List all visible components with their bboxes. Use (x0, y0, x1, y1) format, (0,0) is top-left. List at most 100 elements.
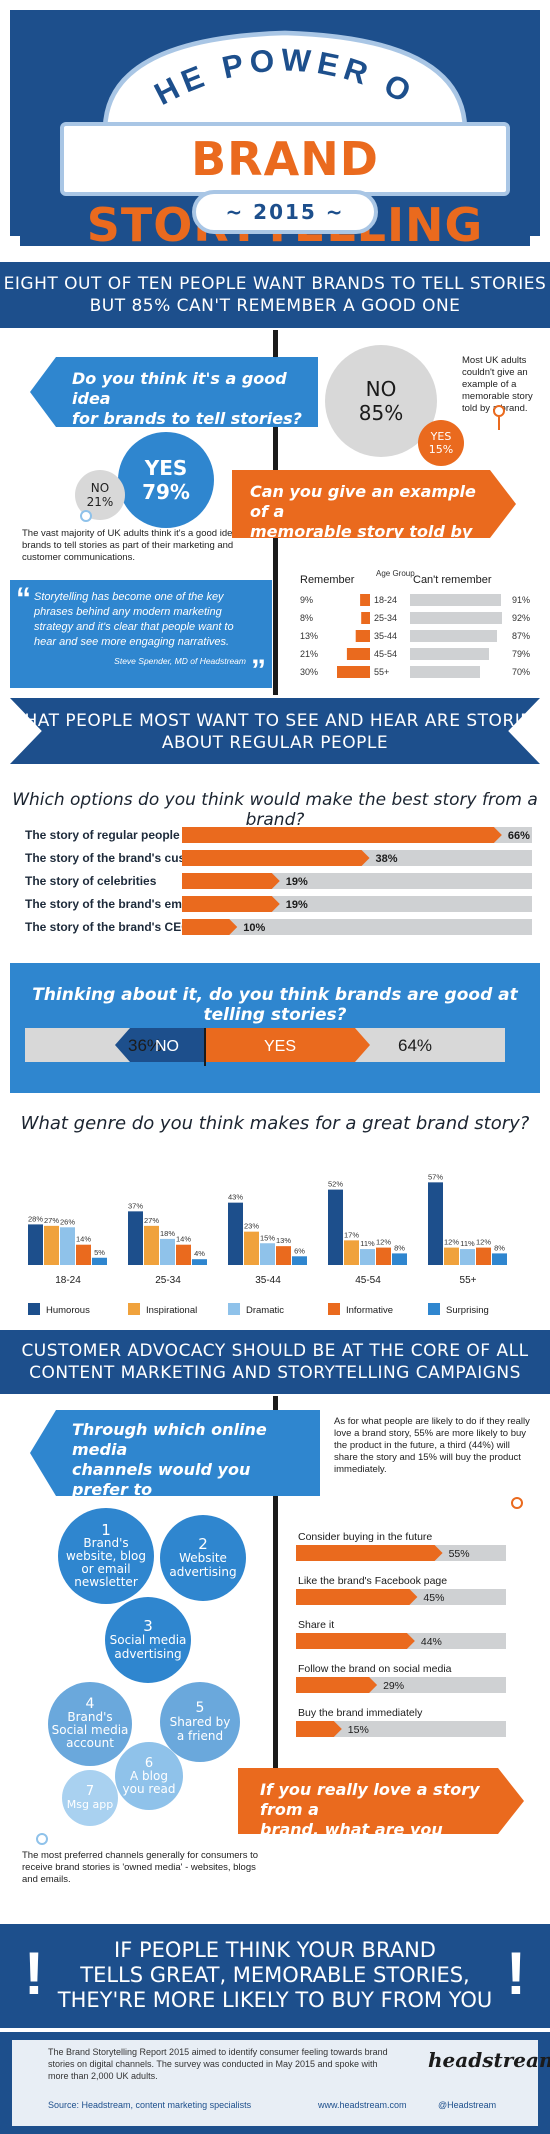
remember-bar (346, 648, 370, 660)
love-value: 44% (421, 1636, 442, 1648)
yes-no-chart: 36%NO YES 64% (25, 1028, 505, 1066)
genre-age-label: 55+ (460, 1275, 477, 1286)
options-title: Which options do you think would make th… (12, 790, 538, 830)
age-label: 35-44 (374, 631, 397, 641)
option-bar (182, 873, 280, 889)
legend-swatch (128, 1303, 140, 1315)
genre-bar (328, 1189, 343, 1265)
remember-value: 21% (300, 649, 318, 659)
cant-remember-bar (410, 666, 480, 678)
legend-label: Humorous (46, 1305, 90, 1316)
genre-bar (160, 1238, 175, 1265)
genre-bar (244, 1231, 259, 1265)
genre-value: 8% (494, 1243, 505, 1252)
genre-bar (128, 1211, 143, 1265)
genre-value: 27% (44, 1216, 59, 1225)
remember-header: Remember (300, 574, 355, 586)
genre-value: 27% (144, 1216, 159, 1225)
love-value: 45% (423, 1592, 444, 1604)
remember-bar (361, 612, 370, 624)
option-value: 10% (243, 922, 265, 934)
option-bar (182, 827, 502, 843)
banner-customer-advocacy: CUSTOMER ADVOCACY SHOULD BE AT THE CORE … (0, 1330, 550, 1394)
option-value: 38% (376, 853, 398, 865)
cant-remember-value: 92% (512, 613, 530, 623)
legend-swatch (328, 1303, 340, 1315)
love-chart: Consider buying in the future 55% Like the… (296, 1531, 506, 1737)
love-option-label: Follow the brand on social media (298, 1663, 452, 1675)
cant-remember-bar (410, 630, 497, 642)
option-value: 19% (286, 876, 308, 888)
no-bar (115, 1028, 205, 1062)
quote-text: Storytelling has become one of the key p… (34, 591, 234, 648)
channels-question-line1: Through which online media (72, 1420, 267, 1459)
love-note: As for what people are likely to do if t… (334, 1416, 530, 1475)
option-value: 66% (508, 830, 530, 842)
channel-1-circle: 1 Brand's website, blog or email newslet… (58, 1508, 154, 1604)
love-question-line1: If you really love a story from a (260, 1780, 480, 1819)
age-label: 45-54 (374, 649, 397, 659)
genre-bar (492, 1253, 507, 1265)
genre-bar (444, 1247, 459, 1265)
age-header: Age Group (376, 569, 415, 578)
option-value: 19% (286, 899, 308, 911)
final-line1: IF PEOPLE THINK YOUR BRAND (114, 1938, 436, 1962)
age-label: 18-24 (374, 595, 397, 605)
footer: The Brand Storytelling Report 2015 aimed… (0, 2032, 550, 2134)
exclamation-right: ! (506, 1940, 526, 2007)
q1-note: The vast majority of UK adults think it'… (22, 528, 252, 563)
love-marker (511, 1497, 523, 1509)
title-arch: THE POWER OF (37, 20, 468, 134)
genre-value: 5% (94, 1248, 105, 1257)
love-bar (296, 1721, 342, 1737)
genre-value: 11% (460, 1239, 475, 1248)
channels-arrow: Through which online media channels woul… (30, 1410, 320, 1496)
cant-remember-value: 70% (512, 667, 530, 677)
cant-remember-bar (410, 612, 502, 624)
genre-age-label: 35-44 (255, 1275, 281, 1286)
yes-bar (205, 1028, 370, 1062)
banner1-line2: BUT 85% CAN'T REMEMBER A GOOD ONE (89, 296, 461, 316)
year-box: ~ 2015 ~ (192, 190, 378, 234)
q1-yes-label: YES (144, 456, 188, 480)
love-arrow: If you really love a story from a brand,… (238, 1768, 524, 1834)
banner3-line2: CONTENT MARKETING AND STORYTELLING CAMPA… (29, 1363, 521, 1383)
option-label: The story of celebrities (25, 874, 157, 888)
q2-no-label: NO (365, 377, 397, 401)
footer-text: The Brand Storytelling Report 2015 aimed… (48, 2047, 388, 2081)
q1-arrow: Do you think it's a good idea for brands… (30, 357, 318, 427)
footer-url[interactable]: www.headstream.com (318, 2100, 407, 2110)
q2-arrow: Can you give an example of a memorable s… (232, 470, 516, 538)
final-line3: THEY'RE MORE LIKELY TO BUY FROM YOU (57, 1988, 493, 2012)
genre-bar (376, 1247, 391, 1265)
love-track (296, 1721, 506, 1737)
love-bar (296, 1677, 378, 1693)
genre-value: 15% (260, 1233, 275, 1242)
love-bar (296, 1589, 418, 1605)
love-value: 29% (383, 1680, 404, 1692)
remember-bar (360, 594, 370, 606)
option-bar (182, 896, 280, 912)
genre-bar (392, 1253, 407, 1265)
genre-chart: 28% 27% 26%14%5%18-2437%27%18%14%4%25-3443… (28, 1172, 507, 1316)
footer-handle[interactable]: @Headstream (438, 2100, 497, 2110)
genre-bar (60, 1227, 75, 1265)
q2-connector (498, 410, 500, 430)
final-line2: TELLS GREAT, MEMORABLE STORIES, (80, 1963, 470, 1987)
q1-no-value: 21% (86, 495, 114, 509)
cant-remember-value: 91% (512, 595, 530, 605)
q1-yes-value: 79% (142, 480, 190, 504)
yes-value: 64% (398, 1036, 432, 1055)
q2-question-line1: Can you give an example of a (250, 482, 476, 521)
timeline-line-2 (273, 1396, 278, 1774)
genre-bar (476, 1247, 491, 1265)
quote-open-mark: “ (16, 582, 31, 615)
genre-value: 4% (194, 1249, 205, 1258)
yesno-divider (204, 1028, 206, 1066)
genre-bar (176, 1244, 191, 1265)
love-value: 55% (449, 1548, 470, 1560)
q2-question-line2: memorable story told by a brand? (250, 522, 473, 561)
q2-no-value: 85% (358, 401, 404, 425)
legend-swatch (28, 1303, 40, 1315)
